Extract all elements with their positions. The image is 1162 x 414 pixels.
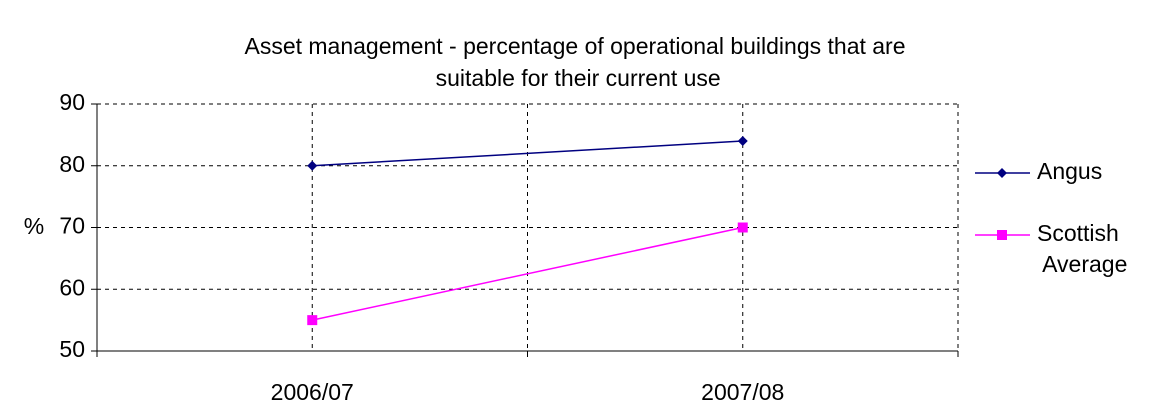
data-point (737, 136, 748, 147)
legend-marker (997, 168, 1007, 178)
y-tick-label: 60 (59, 274, 85, 300)
data-point (737, 222, 748, 233)
data-point (307, 160, 318, 171)
data-point (307, 315, 318, 326)
y-axis-label: % (24, 213, 44, 239)
legend-marker (997, 230, 1007, 240)
legend-label: Scottish Average (1037, 220, 1127, 277)
y-tick-label: 80 (59, 151, 85, 177)
y-tick-label: 70 (59, 213, 85, 239)
x-tick-label: 2006/07 (271, 379, 354, 405)
y-tick-label: 90 (59, 89, 85, 115)
series-line (312, 226, 743, 321)
legend-label: Angus (1037, 158, 1102, 184)
x-tick-label: 2007/08 (701, 379, 784, 405)
chart-title: Asset management - percentage of operati… (244, 33, 905, 91)
y-tick-label: 50 (59, 336, 85, 362)
series-line (312, 140, 743, 167)
